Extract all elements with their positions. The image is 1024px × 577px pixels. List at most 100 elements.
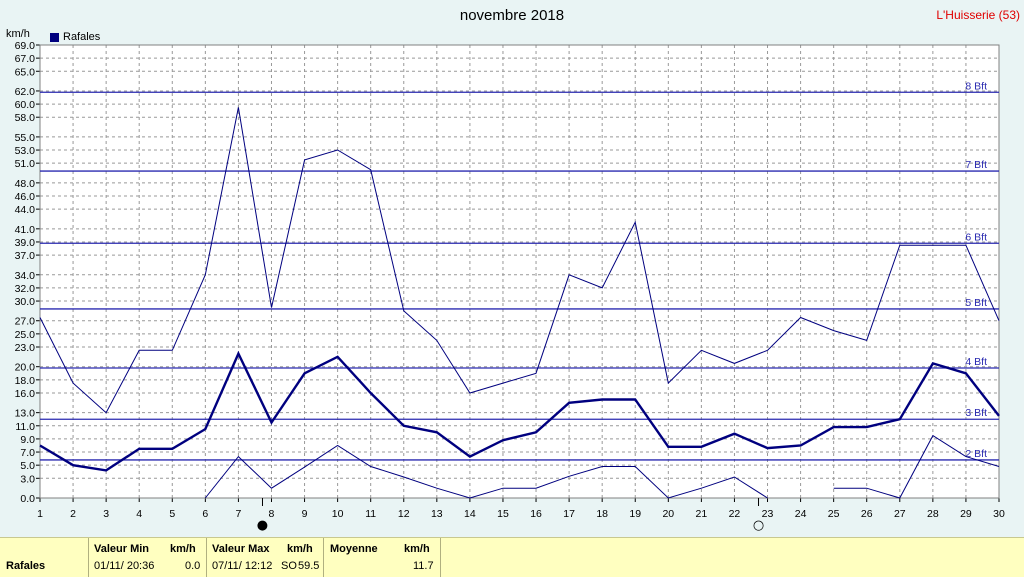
x-tick-label: 17 xyxy=(563,508,575,520)
plot-frame xyxy=(39,44,1000,499)
y-tick-label: 65.0 xyxy=(15,66,36,78)
y-tick-label: 25.0 xyxy=(15,329,36,341)
footer-separator xyxy=(88,538,89,577)
y-tick-label: 69.0 xyxy=(15,40,36,52)
avg-value: 11.7 xyxy=(413,560,434,572)
series-min-line xyxy=(204,434,1000,499)
x-tick-label: 5 xyxy=(169,508,175,520)
y-tick-label: 13.0 xyxy=(15,408,36,420)
y-tick-label: 23.0 xyxy=(15,342,36,354)
y-tick-label: 46.0 xyxy=(15,191,36,203)
x-tick-label: 19 xyxy=(629,508,641,520)
x-tick-label: 3 xyxy=(103,508,109,520)
y-tick-label: 20.0 xyxy=(15,362,36,374)
y-tick-label: 9.0 xyxy=(20,434,35,446)
y-tick-label: 5.0 xyxy=(20,460,35,472)
footer-separator xyxy=(323,538,324,577)
x-tick-label: 28 xyxy=(927,508,939,520)
x-tick-label: 11 xyxy=(365,508,376,520)
x-tick-label: 2 xyxy=(70,508,76,520)
x-tick-label: 24 xyxy=(795,508,807,520)
beaufort-label: 7 Bft xyxy=(965,159,987,171)
beaufort-label: 5 Bft xyxy=(965,297,987,309)
series-max-line xyxy=(39,107,1000,414)
x-tick-label: 14 xyxy=(464,508,476,520)
y-tick-label: 51.0 xyxy=(15,158,36,170)
x-tick-label: 29 xyxy=(960,508,972,520)
plot-area xyxy=(40,45,999,498)
beaufort-label: 6 Bft xyxy=(965,231,987,243)
chart-title: novembre 2018 xyxy=(459,7,565,24)
min-value: 0.0 xyxy=(185,560,201,572)
beaufort-label: 4 Bft xyxy=(965,356,987,368)
x-tick-label: 6 xyxy=(202,508,208,520)
max-unit: km/h xyxy=(287,543,313,555)
y-tick-label: 11.0 xyxy=(15,421,35,433)
y-tick-label: 34.0 xyxy=(15,270,36,282)
x-tick-label: 30 xyxy=(993,508,1005,520)
legend-label: Rafales xyxy=(63,31,101,43)
footer-row-label: Rafales xyxy=(6,560,46,572)
y-tick-label: 60.0 xyxy=(15,99,36,111)
x-tick-label: 22 xyxy=(729,508,741,520)
max-direction: SO xyxy=(281,560,297,572)
x-tick-label: 27 xyxy=(894,508,906,520)
y-tick-label: 30.0 xyxy=(15,296,36,308)
y-tick-label: 41.0 xyxy=(15,224,36,236)
beaufort-label: 8 Bft xyxy=(965,80,987,92)
beaufort-label: 2 Bft xyxy=(965,448,987,460)
x-tick-label: 18 xyxy=(596,508,608,520)
footer-separator xyxy=(440,538,441,577)
y-tick-label: 32.0 xyxy=(15,283,36,295)
moon-phase-marker: ○ xyxy=(753,518,764,533)
x-tick-label: 23 xyxy=(762,508,774,520)
x-tick-label: 20 xyxy=(662,508,674,520)
avg-header: Moyenne xyxy=(330,543,378,555)
y-tick-label: 55.0 xyxy=(15,132,36,144)
station-name: L'Huisserie (53) xyxy=(936,8,1020,22)
min-date: 01/11/ 20:36 xyxy=(94,560,155,572)
y-tick-label: 27.0 xyxy=(15,316,36,328)
max-value: 59.5 xyxy=(298,560,320,572)
x-tick-label: 7 xyxy=(235,508,241,520)
gust-chart: 0.03.05.07.09.011.013.016.018.020.023.02… xyxy=(15,40,1005,533)
x-tick-label: 16 xyxy=(530,508,542,520)
max-header: Valeur Max xyxy=(212,543,270,555)
x-tick-label: 26 xyxy=(861,508,873,520)
y-tick-label: 48.0 xyxy=(15,178,36,190)
x-tick-label: 9 xyxy=(302,508,308,520)
y-tick-label: 44.0 xyxy=(15,204,36,216)
y-tick-label: 16.0 xyxy=(15,388,36,400)
x-tick-label: 21 xyxy=(696,508,708,520)
x-tick-label: 12 xyxy=(398,508,410,520)
y-tick-label: 62.0 xyxy=(15,86,36,98)
max-date: 07/11/ 12:12 xyxy=(212,560,273,572)
footer-separator xyxy=(206,538,207,577)
y-tick-label: 58.0 xyxy=(15,112,36,124)
x-tick-label: 25 xyxy=(828,508,840,520)
legend-swatch xyxy=(50,32,59,42)
stats-footer: Rafales Valeur Min km/h 01/11/ 20:36 0.0… xyxy=(0,537,1024,577)
avg-unit: km/h xyxy=(404,543,430,555)
x-tick-label: 10 xyxy=(332,508,344,520)
min-unit: km/h xyxy=(170,543,196,555)
beaufort-label: 3 Bft xyxy=(965,407,987,419)
x-tick-label: 8 xyxy=(269,508,275,520)
y-tick-label: 39.0 xyxy=(15,237,36,249)
legend: Rafales xyxy=(50,31,100,43)
moon-phase-marker: ● xyxy=(257,518,268,533)
y-tick-label: 7.0 xyxy=(20,447,35,459)
x-tick-label: 13 xyxy=(431,508,443,520)
y-tick-label: 3.0 xyxy=(20,473,35,485)
y-tick-label: 67.0 xyxy=(15,53,36,65)
x-tick-label: 1 xyxy=(37,508,43,520)
y-tick-label: 0.0 xyxy=(20,493,35,505)
min-header: Valeur Min xyxy=(94,543,150,555)
y-tick-label: 18.0 xyxy=(15,375,36,387)
y-tick-label: 37.0 xyxy=(15,250,36,262)
y-axis-unit: km/h xyxy=(6,28,30,40)
x-tick-label: 4 xyxy=(136,508,142,520)
x-tick-label: 15 xyxy=(497,508,509,520)
y-tick-label: 53.0 xyxy=(15,145,36,157)
series-mean-line xyxy=(39,350,1000,472)
